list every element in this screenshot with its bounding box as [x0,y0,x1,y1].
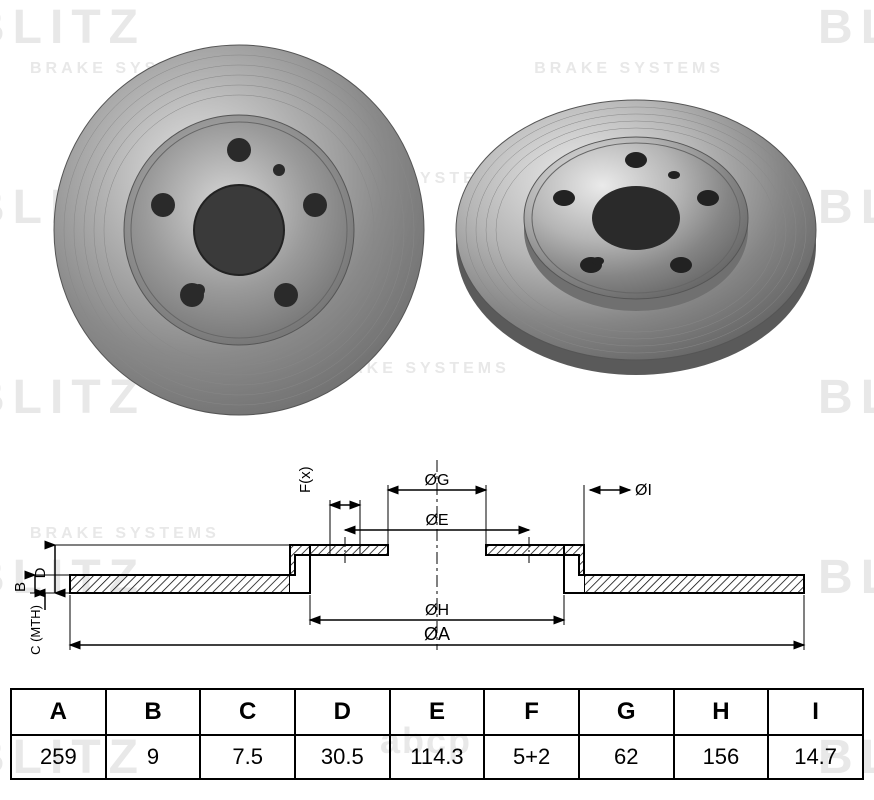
dim-label-I: ØI [635,482,652,499]
brake-disc-angled-view [446,40,826,420]
cell-value: 114.3 [390,735,485,779]
col-header: F [484,689,579,735]
brake-disc-front-view [49,40,429,420]
col-header: G [579,689,674,735]
cell-value: 7.5 [200,735,295,779]
technical-diagram: ØA ØH ØE ØG ØI F(x) D B C (MTH) [10,455,864,685]
col-header: D [295,689,390,735]
cell-value: 259 [11,735,106,779]
cell-value: 156 [674,735,769,779]
specification-table: A B C D E F G H I 259 9 7.5 30.5 114.3 5… [10,688,864,780]
dim-label-E: ØE [425,512,448,529]
col-header: A [11,689,106,735]
col-header: H [674,689,769,735]
product-photo-area [40,20,834,440]
cell-value: 62 [579,735,674,779]
table-header-row: A B C D E F G H I [11,689,863,735]
col-header: C [200,689,295,735]
dim-label-C: C (MTH) [28,605,43,655]
dim-label-B: B [12,582,29,592]
dim-label-H: ØH [425,602,449,619]
dim-label-A: ØA [424,624,450,644]
col-header: E [390,689,485,735]
dim-label-F: F(x) [297,466,314,493]
cell-value: 14.7 [768,735,863,779]
cell-value: 5+2 [484,735,579,779]
table-value-row: 259 9 7.5 30.5 114.3 5+2 62 156 14.7 [11,735,863,779]
cell-value: 30.5 [295,735,390,779]
col-header: I [768,689,863,735]
dim-label-G: ØG [425,472,450,489]
cell-value: 9 [106,735,201,779]
col-header: B [106,689,201,735]
